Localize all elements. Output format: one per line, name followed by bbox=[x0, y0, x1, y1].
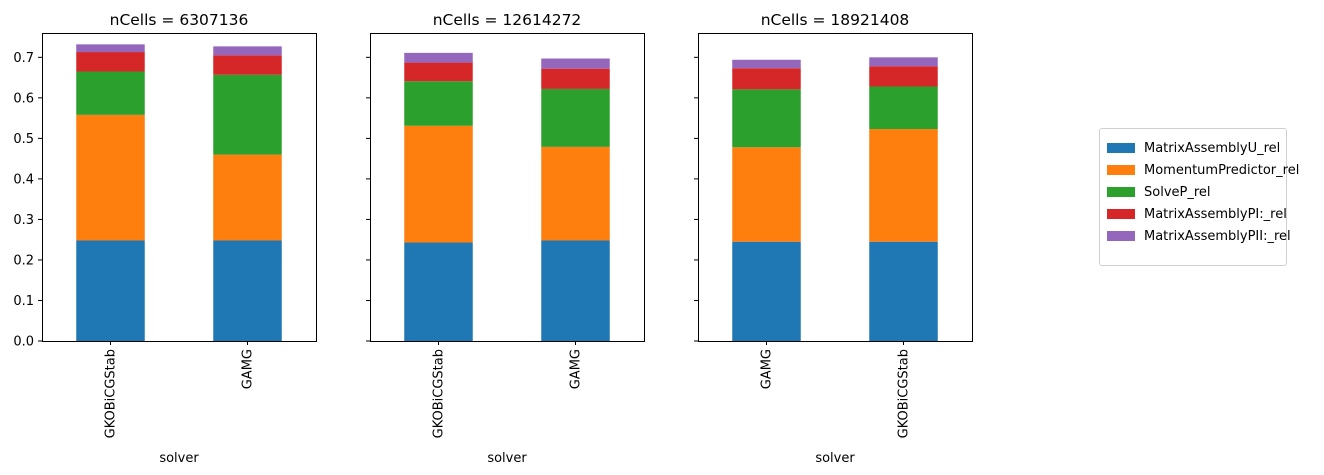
bar-panel2-cat1-series3 bbox=[869, 66, 938, 87]
bar-panel2-cat0-series0 bbox=[732, 241, 801, 341]
y-tick-label-4: 0.4 bbox=[13, 172, 34, 187]
y-tick-label-0: 0.0 bbox=[13, 335, 34, 350]
legend-label-matrixassemblypii: MatrixAssemblyPII:_rel bbox=[1144, 228, 1291, 244]
x-tick-label-panel0-0: GKOBiCGStab bbox=[104, 349, 119, 438]
chart-legend: MatrixAssemblyU_rel MomentumPredictor_re… bbox=[1099, 128, 1299, 266]
bar-panel1-cat0-series1 bbox=[404, 125, 473, 243]
y-tick-label-6: 0.6 bbox=[13, 91, 34, 106]
y-tick-label-1: 0.1 bbox=[13, 294, 34, 309]
legend-label-matrixassemblypi: MatrixAssemblyPI:_rel bbox=[1144, 206, 1287, 222]
x-tick-label-panel2-0: GAMG bbox=[760, 349, 775, 389]
legend-swatch-matrixassemblyu bbox=[1107, 143, 1135, 153]
legend-item-solvep: SolveP_rel bbox=[1107, 184, 1211, 200]
legend-label-matrixassemblyu: MatrixAssemblyU_rel bbox=[1144, 140, 1281, 156]
y-tick-label-3: 0.3 bbox=[13, 213, 34, 228]
bar-panel1-cat0-series4 bbox=[404, 52, 473, 63]
bar-panel1-cat0-series2 bbox=[404, 81, 473, 126]
legend-swatch-solvep bbox=[1107, 187, 1135, 197]
x-axis-label-panel1: solver bbox=[487, 451, 527, 466]
legend-item-matrixassemblyu: MatrixAssemblyU_rel bbox=[1107, 140, 1280, 156]
x-axis-label-panel2: solver bbox=[815, 451, 855, 466]
bar-panel0-cat0-series2 bbox=[76, 71, 145, 115]
bar-panel0-cat0-series3 bbox=[76, 52, 145, 72]
bar-panel1-cat0-series0 bbox=[404, 242, 473, 341]
bar-panel2-cat1-series4 bbox=[869, 57, 938, 67]
bar-panel2-cat0-series4 bbox=[732, 59, 801, 69]
x-tick-label-panel2-1: GKOBiCGStab bbox=[897, 349, 912, 438]
bar-panel2-cat1-series0 bbox=[869, 241, 938, 341]
legend-swatch-momentumpredictor bbox=[1107, 165, 1135, 175]
x-tick-label-panel1-0: GKOBiCGStab bbox=[432, 349, 447, 438]
y-tick-label-7: 0.7 bbox=[13, 51, 34, 66]
x-tick-label-panel1-1: GAMG bbox=[569, 349, 584, 389]
legend-swatch-matrixassemblypi bbox=[1107, 209, 1135, 219]
y-tick-label-5: 0.5 bbox=[13, 132, 34, 147]
y-tick-label-2: 0.2 bbox=[13, 253, 34, 268]
bar-panel1-cat1-series0 bbox=[541, 240, 610, 341]
bar-panel2-cat1-series2 bbox=[869, 86, 938, 130]
legend-label-momentumpredictor: MomentumPredictor_rel bbox=[1144, 162, 1300, 178]
bar-panel2-cat0-series2 bbox=[732, 89, 801, 148]
bar-panel0-cat1-series2 bbox=[213, 74, 282, 155]
bar-panel1-cat0-series3 bbox=[404, 62, 473, 82]
x-axis-label-panel0: solver bbox=[159, 451, 199, 466]
panel-title-2: nCells = 18921408 bbox=[761, 11, 910, 29]
x-tick-label-panel0-1: GAMG bbox=[241, 349, 256, 389]
bar-panel1-cat1-series1 bbox=[541, 146, 610, 241]
legend-item-momentumpredictor: MomentumPredictor_rel bbox=[1107, 162, 1299, 178]
bar-panel0-cat1-series3 bbox=[213, 55, 282, 75]
legend-swatch-matrixassemblypii bbox=[1107, 231, 1135, 241]
panel-title-0: nCells = 6307136 bbox=[110, 11, 249, 29]
bar-panel2-cat0-series1 bbox=[732, 147, 801, 242]
legend-label-solvep: SolveP_rel bbox=[1144, 184, 1211, 200]
legend-item-matrixassemblypi: MatrixAssemblyPI:_rel bbox=[1107, 206, 1287, 222]
bar-panel1-cat1-series3 bbox=[541, 68, 610, 89]
axes-frame-panel0 bbox=[42, 33, 317, 342]
bar-panel2-cat0-series3 bbox=[732, 68, 801, 90]
bar-panel0-cat0-series4 bbox=[76, 44, 145, 53]
bar-panel0-cat1-series1 bbox=[213, 154, 282, 241]
legend-item-matrixassemblypii: MatrixAssemblyPII:_rel bbox=[1107, 228, 1291, 244]
axes-frame-panel1 bbox=[370, 33, 645, 342]
bar-panel0-cat0-series0 bbox=[76, 240, 145, 341]
bar-panel2-cat1-series1 bbox=[869, 129, 938, 242]
bar-panel1-cat1-series2 bbox=[541, 88, 610, 147]
bar-panel0-cat1-series0 bbox=[213, 240, 282, 341]
bar-panel1-cat1-series4 bbox=[541, 58, 610, 69]
bar-panel0-cat0-series1 bbox=[76, 114, 145, 241]
axes-frame-panel2 bbox=[698, 33, 973, 342]
panel-title-1: nCells = 12614272 bbox=[433, 11, 582, 29]
bar-panel0-cat1-series4 bbox=[213, 46, 282, 56]
